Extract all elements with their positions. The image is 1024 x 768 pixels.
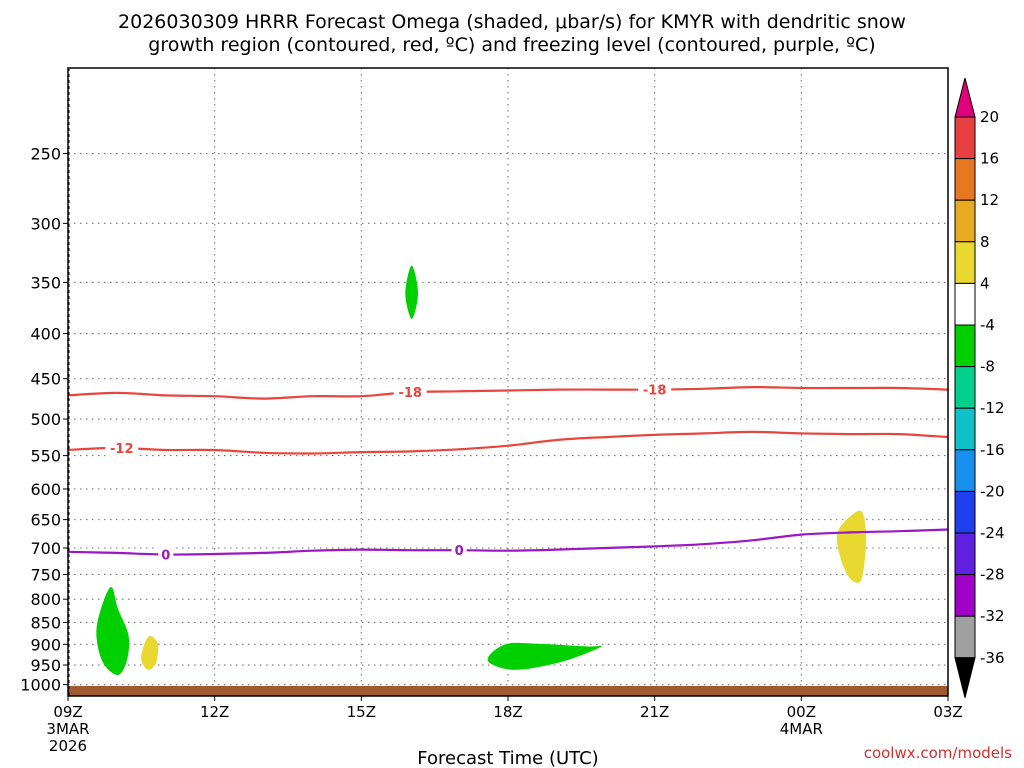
colorbar-level-label: 12: [980, 191, 999, 209]
x-tick-label: 15Z: [347, 703, 376, 721]
colorbar-level-label: -4: [980, 316, 995, 334]
colorbar-swatch: [954, 282, 976, 326]
y-tick-label: 950: [30, 656, 61, 675]
colorbar-swatch: [954, 199, 976, 243]
colorbar-level-label: -32: [980, 607, 1005, 625]
colorbar-level-label: -24: [980, 524, 1005, 542]
colorbar-top-arrow: [954, 77, 976, 118]
chart-title-line2: growth region (contoured, red, ºC) and f…: [148, 34, 875, 56]
x-tick-label: 12Z: [200, 703, 229, 721]
contour-label-bg: [393, 384, 427, 401]
y-tick-label: 550: [30, 447, 61, 466]
colorbar-level-label: 20: [980, 108, 999, 126]
chart-title-line1: 2026030309 HRRR Forecast Omega (shaded, …: [118, 11, 906, 33]
colorbar-swatch: [954, 449, 976, 492]
omega-shaded-areas: [96, 265, 867, 676]
colorbar-level-label: -12: [980, 399, 1005, 417]
omega-colorbar: 20 16 12 8 4 -4 -8 -12 -16 -20 -24 -28 -32 -36: [954, 77, 1005, 698]
x-tick-date-label: 4MAR: [780, 720, 823, 738]
omega-area: [487, 642, 603, 670]
x-tick-year-label: 2026: [49, 737, 87, 755]
y-tick-label: 350: [30, 273, 61, 292]
y-tick-label: 850: [30, 613, 61, 632]
contour-lines: -18 -18 -12 0 0: [68, 381, 948, 564]
contour-label: 0: [455, 544, 464, 559]
colorbar-swatch: [954, 574, 976, 617]
contour-label-bg: [105, 440, 139, 457]
contour-label-bg: [158, 546, 174, 563]
y-tick-label: 750: [30, 565, 61, 584]
colorbar-bottom-arrow: [954, 657, 976, 698]
colorbar-swatch: [954, 324, 976, 368]
y-tick-label: 250: [30, 144, 61, 163]
contour-line: [68, 528, 948, 556]
colorbar-level-label: 4: [980, 274, 990, 292]
colorbar-level-label: -20: [980, 482, 1005, 500]
contour-label: 0: [161, 549, 170, 564]
y-tick-label: 600: [30, 480, 61, 499]
x-tick-label: 18Z: [493, 703, 522, 721]
y-axis: 250 300 350 400 450 500 550 600 650 700 750 800 850 9…: [20, 144, 68, 695]
grid-lines: [68, 68, 948, 696]
ground-surface: [68, 686, 948, 696]
y-tick-label: 450: [30, 370, 61, 389]
colorbar-swatch: [954, 615, 976, 659]
y-tick-label: 900: [30, 635, 61, 654]
x-tick-label: 00Z: [787, 703, 816, 721]
x-tick-label: 09Z: [53, 703, 82, 721]
colorbar-swatch: [954, 241, 976, 284]
plot-frame: [67, 67, 949, 697]
x-tick-label: 03Z: [933, 703, 962, 721]
colorbar-level-label: -8: [980, 358, 995, 376]
y-tick-label: 800: [30, 590, 61, 609]
contour-label: -12: [110, 442, 134, 457]
y-tick-label: 650: [30, 511, 61, 530]
colorbar-swatch: [954, 532, 976, 576]
contour-label-bg: [451, 542, 467, 559]
y-tick-label: 700: [30, 539, 61, 558]
colorbar-swatch: [954, 158, 976, 201]
y-tick-label: 400: [30, 325, 61, 344]
contour-line: [68, 385, 948, 400]
x-axis-title: Forecast Time (UTC): [417, 748, 598, 768]
y-tick-label: 1000: [20, 676, 61, 695]
omega-area: [96, 586, 130, 676]
colorbar-level-label: -28: [980, 566, 1005, 584]
omega-area: [836, 510, 867, 583]
contour-line: [68, 430, 948, 455]
colorbar-level-label: 8: [980, 233, 990, 251]
y-tick-label: 500: [30, 410, 61, 429]
contour-label: -18: [643, 384, 667, 399]
colorbar-level-label: -16: [980, 441, 1005, 459]
colorbar-swatch: [954, 366, 976, 409]
x-tick-label: 21Z: [640, 703, 669, 721]
omega-area: [405, 265, 418, 319]
site-credit: coolwx.com/models: [864, 744, 1012, 762]
contour-label: -18: [398, 386, 422, 401]
contour-label-bg: [638, 381, 672, 398]
colorbar-level-label: 16: [980, 150, 999, 168]
x-tick-date-label: 3MAR: [46, 720, 89, 738]
colorbar-level-label: -36: [980, 649, 1005, 667]
colorbar-swatch: [954, 490, 976, 534]
colorbar-swatch: [954, 407, 976, 451]
y-tick-label: 300: [30, 214, 61, 233]
colorbar-swatch: [954, 116, 976, 160]
omega-area: [141, 635, 159, 670]
